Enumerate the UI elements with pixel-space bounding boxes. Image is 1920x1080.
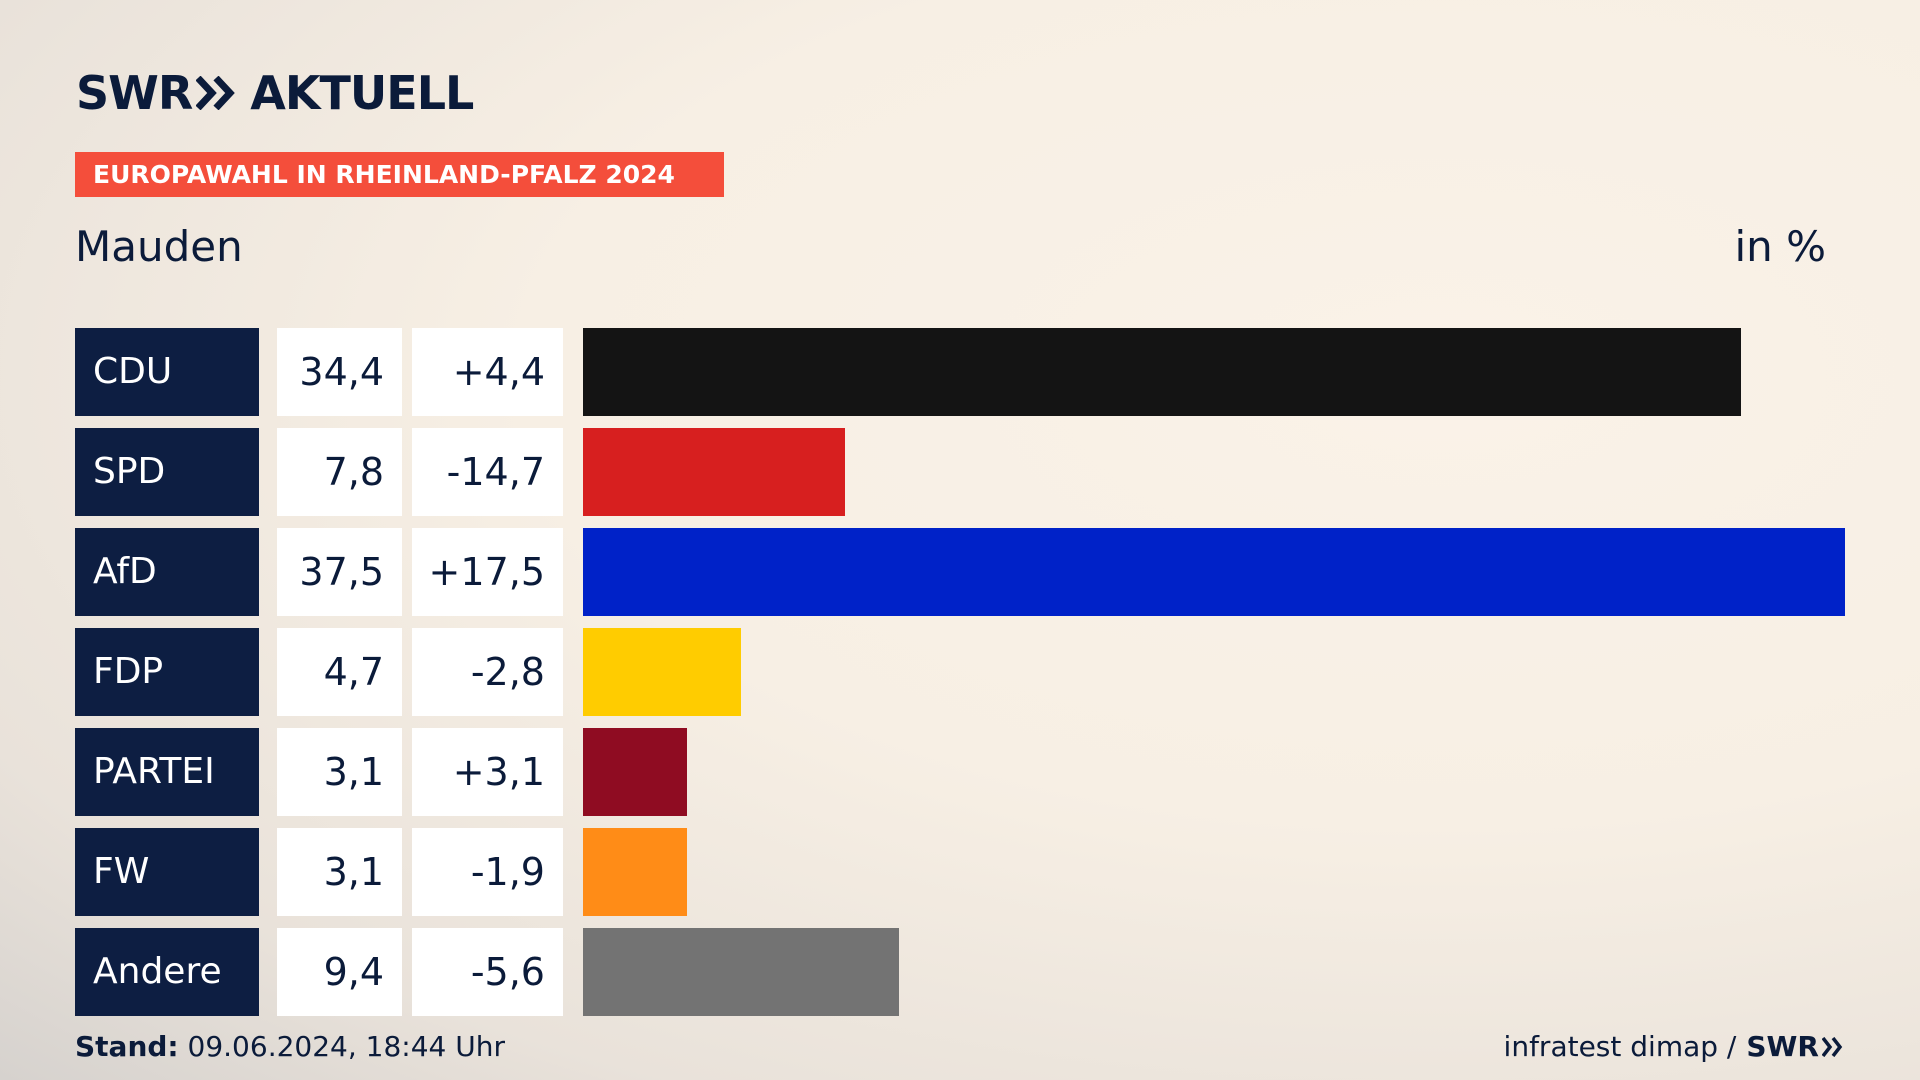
party-label: FW	[75, 828, 259, 916]
municipality-title: Mauden	[75, 222, 243, 271]
party-label: CDU	[75, 328, 259, 416]
result-bar	[583, 628, 741, 716]
result-row: FDP 4,7 -2,8	[75, 628, 1845, 716]
source-text: infratest dimap /	[1503, 1030, 1737, 1063]
vote-change-value: -5,6	[412, 928, 563, 1016]
unit-label: in %	[1734, 222, 1826, 271]
result-row: Andere 9,4 -5,6	[75, 928, 1845, 1016]
party-label: AfD	[75, 528, 259, 616]
party-label: Andere	[75, 928, 259, 1016]
logo-swr-text: SWR	[76, 66, 193, 120]
vote-share-value: 4,7	[277, 628, 402, 716]
mini-logo-text: SWR	[1746, 1030, 1819, 1063]
vote-change-value: -2,8	[412, 628, 563, 716]
result-row: PARTEI 3,1 +3,1	[75, 728, 1845, 816]
stand-label: Stand:	[75, 1030, 179, 1063]
vote-change-value: -14,7	[412, 428, 563, 516]
logo-aktuell-text: AKTUELL	[250, 66, 474, 120]
vote-change-value: +4,4	[412, 328, 563, 416]
vote-change-value: -1,9	[412, 828, 563, 916]
result-row: AfD 37,5 +17,5	[75, 528, 1845, 616]
result-bar	[583, 528, 1845, 616]
election-tagline: EUROPAWAHL IN RHEINLAND-PFALZ 2024	[75, 152, 724, 197]
double-chevron-icon	[196, 76, 236, 110]
swr-aktuell-logo: SWR AKTUELL	[76, 66, 474, 120]
result-row: CDU 34,4 +4,4	[75, 328, 1845, 416]
result-bar	[583, 328, 1741, 416]
result-bar	[583, 728, 687, 816]
party-label: FDP	[75, 628, 259, 716]
vote-change-value: +3,1	[412, 728, 563, 816]
result-row: SPD 7,8 -14,7	[75, 428, 1845, 516]
timestamp: Stand: 09.06.2024, 18:44 Uhr	[75, 1030, 505, 1063]
result-row: FW 3,1 -1,9	[75, 828, 1845, 916]
stand-value: 09.06.2024, 18:44 Uhr	[187, 1030, 505, 1063]
party-label: PARTEI	[75, 728, 259, 816]
vote-share-value: 3,1	[277, 828, 402, 916]
source-credit: infratest dimap / SWR	[1504, 1030, 1844, 1063]
result-bar	[583, 828, 687, 916]
vote-share-value: 37,5	[277, 528, 402, 616]
vote-change-value: +17,5	[412, 528, 563, 616]
swr-mini-logo: SWR	[1746, 1030, 1844, 1063]
party-label: SPD	[75, 428, 259, 516]
vote-share-value: 3,1	[277, 728, 402, 816]
vote-share-value: 7,8	[277, 428, 402, 516]
vote-share-value: 9,4	[277, 928, 402, 1016]
mini-chevron-icon	[1822, 1036, 1843, 1057]
result-bar	[583, 928, 899, 1016]
result-bar	[583, 428, 845, 516]
vote-share-value: 34,4	[277, 328, 402, 416]
